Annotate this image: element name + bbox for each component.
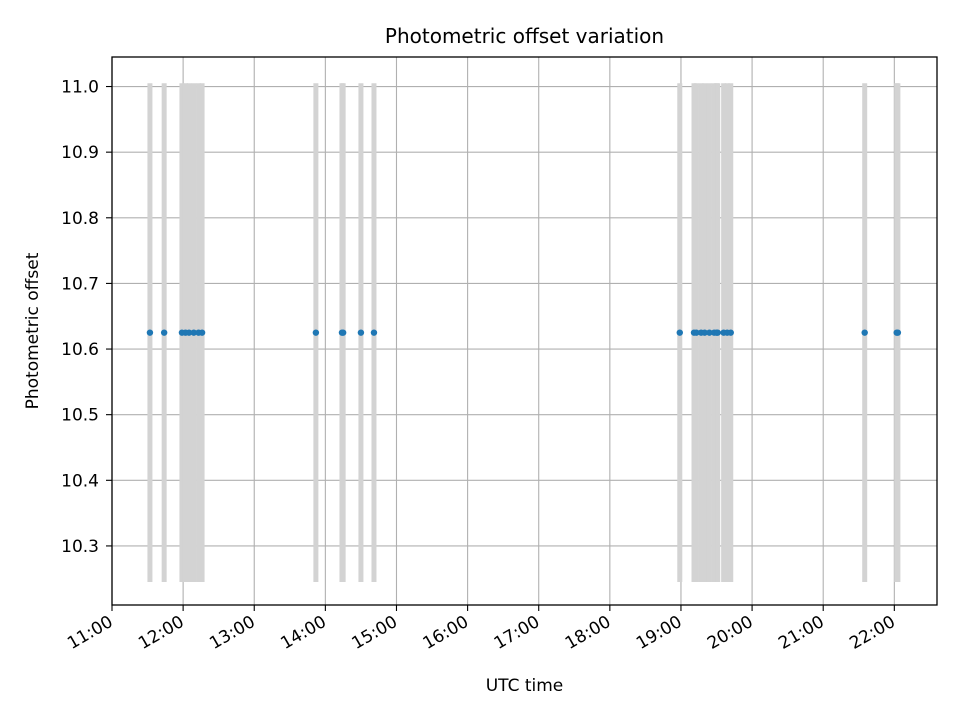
x-tick-label: 15:00 <box>349 612 401 654</box>
data-point <box>190 329 197 336</box>
data-point <box>339 329 347 336</box>
y-tick-label: 10.4 <box>61 471 99 491</box>
x-axis: 11:00 12:00 13:00 14:00 15:00 16:00 17:00 18:00… <box>64 605 899 654</box>
y-tick-label: 10.7 <box>61 274 99 294</box>
y-axis: 10.3 10.4 10.5 10.6 10.7 10.8 10.9 11.0 <box>61 78 112 557</box>
y-tick-label: 10.6 <box>61 340 99 360</box>
data-point <box>185 329 193 336</box>
x-tick-label: 18:00 <box>562 612 614 654</box>
x-tick-label: 16:00 <box>420 612 472 654</box>
y-tick-label: 10.8 <box>61 209 99 229</box>
data-point <box>727 329 734 336</box>
y-tick-label: 10.9 <box>61 143 99 163</box>
x-tick-label: 13:00 <box>206 612 258 654</box>
y-tick-label: 10.5 <box>61 406 99 426</box>
data-point <box>693 329 700 336</box>
x-axis-title: UTC time <box>486 676 564 696</box>
data-point <box>701 329 708 336</box>
y-tick-label: 11.0 <box>61 78 99 98</box>
y-tick-label: 10.3 <box>61 537 99 557</box>
data-point <box>676 329 683 336</box>
data-point <box>714 329 721 336</box>
chart-title: Photometric offset variation <box>385 24 664 48</box>
error-bars <box>147 83 901 583</box>
x-tick-label: 11:00 <box>64 612 116 654</box>
x-tick-label: 21:00 <box>775 612 827 654</box>
x-tick-label: 20:00 <box>704 612 756 654</box>
plot-frame <box>111 56 938 606</box>
data-points <box>146 329 902 336</box>
x-tick-label: 19:00 <box>633 612 685 654</box>
x-tick-label: 17:00 <box>491 612 543 654</box>
data-point <box>312 329 320 336</box>
data-point <box>160 329 168 336</box>
data-point <box>198 329 206 336</box>
data-point <box>894 329 902 336</box>
grid <box>111 57 937 605</box>
x-tick-label: 14:00 <box>277 612 329 654</box>
x-tick-label: 12:00 <box>135 612 187 654</box>
x-tick-label: 22:00 <box>846 612 898 654</box>
y-axis-title: Photometric offset <box>23 252 43 409</box>
data-point <box>706 329 713 336</box>
data-point <box>146 329 154 336</box>
data-point <box>861 329 868 336</box>
data-point <box>370 329 378 336</box>
data-point <box>357 329 365 336</box>
